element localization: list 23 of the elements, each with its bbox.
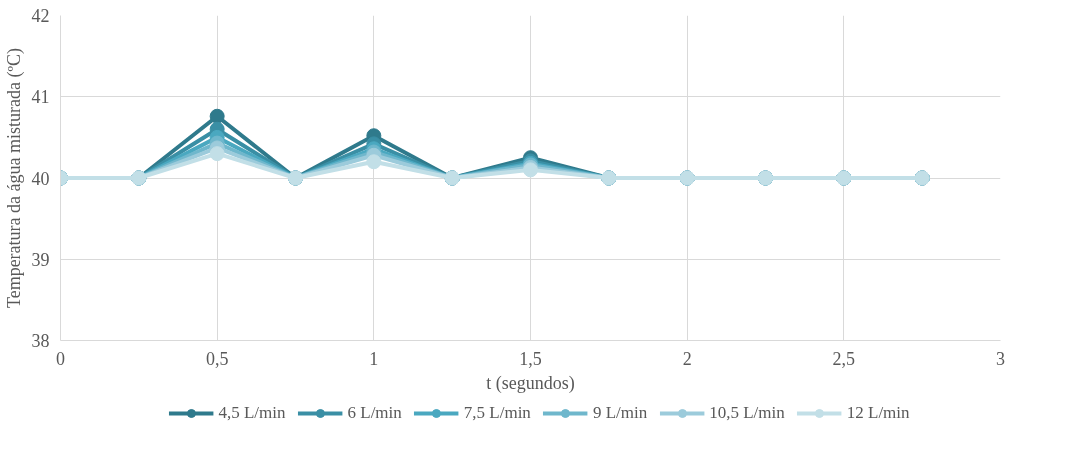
legend-label: 4,5 L/min [218,403,286,423]
x-axis-title: t (segundos) [486,372,575,394]
point [209,108,225,124]
point [209,146,225,162]
y-tick-label: 41 [31,87,50,108]
legend-label: 10,5 L/min [709,403,785,423]
x-tick-label: 1 [369,348,379,369]
legend-label: 7,5 L/min [463,403,531,423]
x-tick-label: 2 [682,348,692,369]
x-tick-label: 2,5 [832,348,856,369]
legend-label: 9 L/min [592,403,648,423]
legend-label: 6 L/min [347,403,402,423]
x-tick-label: 1,5 [519,348,542,369]
x-tick-label: 3 [996,348,1005,369]
legend-label: 12 L/min [846,403,910,423]
y-tick-label: 38 [31,331,50,351]
x-tick-label: 0,5 [205,348,229,369]
x-tick-label: 0 [56,348,65,369]
y-tick-label: 40 [31,168,50,189]
y-tick-label: 39 [31,249,50,270]
y-tick-label: 42 [31,6,50,26]
y-axis-title: Temperatura da água misturada (ºC) [3,47,25,309]
point [366,154,382,170]
